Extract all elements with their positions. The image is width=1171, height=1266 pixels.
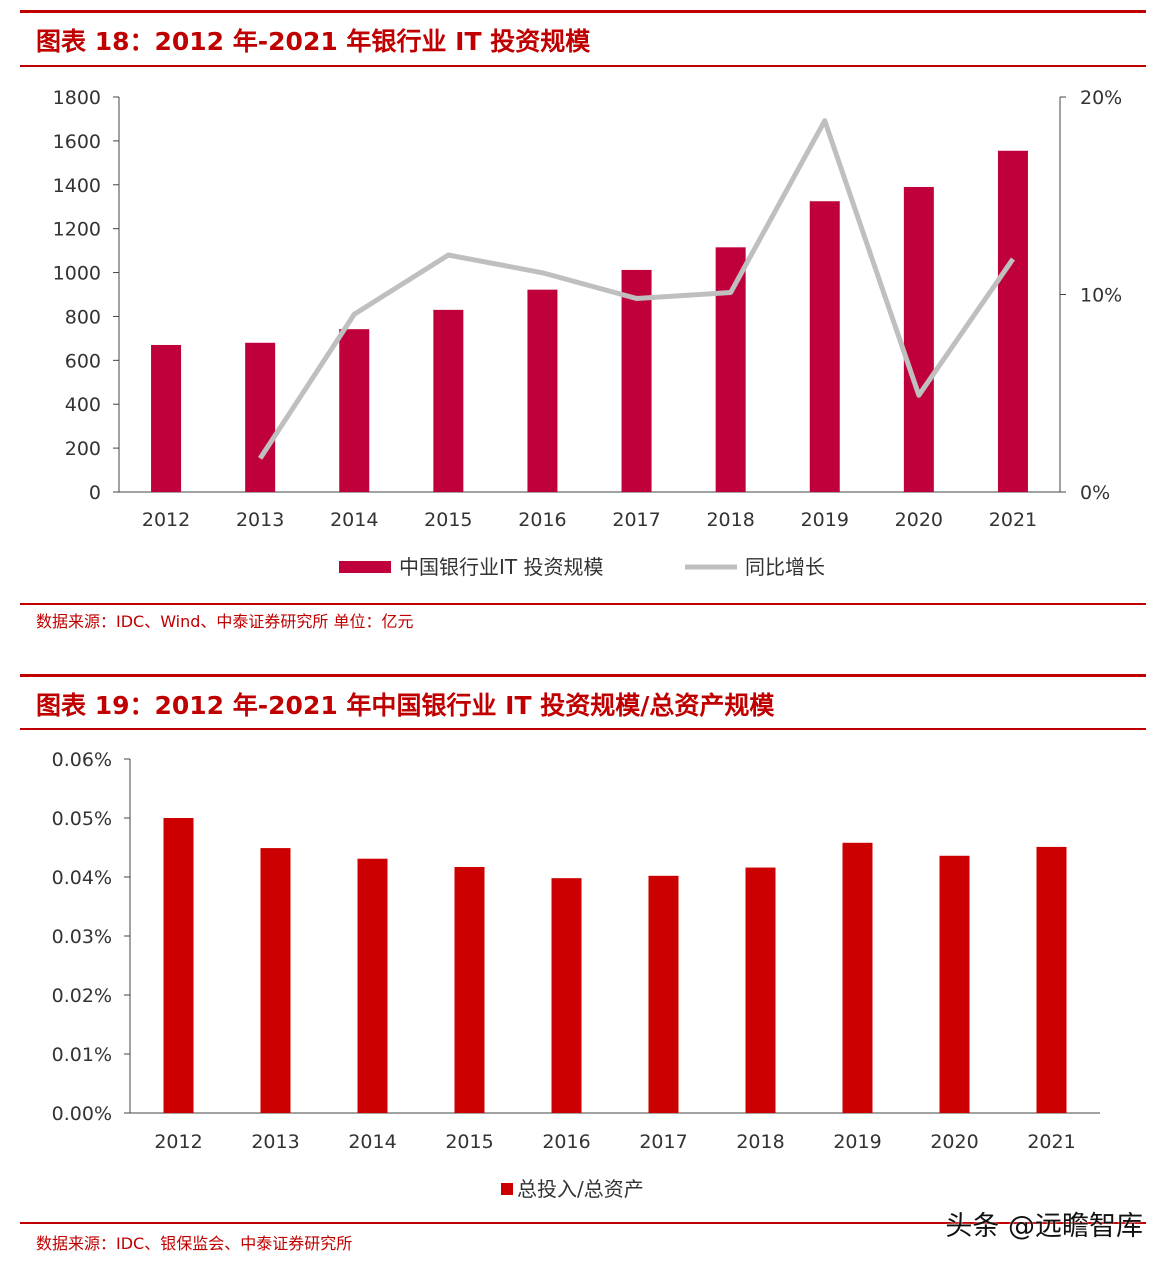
x-tick-label: 2014 bbox=[348, 1131, 396, 1153]
x-tick-label: 2017 bbox=[612, 509, 660, 531]
legend-bar-swatch bbox=[339, 561, 391, 573]
bar-2013 bbox=[260, 848, 291, 1113]
figure2-bottom-rule bbox=[20, 1222, 1146, 1224]
x-tick-label: 2015 bbox=[424, 509, 472, 531]
chart1: 0 200 400 600 800 1000 1200 1400 1600 1800 0% 10% 20… bbox=[53, 87, 1123, 579]
x-tick-label: 2018 bbox=[736, 1131, 784, 1153]
bar-2017 bbox=[648, 875, 679, 1113]
bar-2012 bbox=[151, 344, 182, 492]
x-tick-label: 2014 bbox=[330, 509, 378, 531]
y-tick-label: 400 bbox=[65, 394, 101, 416]
growth-line bbox=[258, 118, 1016, 460]
y-tick-label: 0.02% bbox=[52, 985, 112, 1007]
y-tick-label: 200 bbox=[65, 438, 101, 460]
figure2-title: 图表 19：2012 年-2021 年中国银行业 IT 投资规模/总资产规模 bbox=[36, 691, 775, 720]
figure1-title: 图表 18：2012 年-2021 年银行业 IT 投资规模 bbox=[36, 27, 591, 56]
figure1-top-rule bbox=[20, 10, 1146, 13]
y-tick-label: 0.05% bbox=[52, 808, 112, 830]
figure2-top-rule bbox=[20, 674, 1146, 677]
y-tick-label: 0.04% bbox=[52, 867, 112, 889]
figure1-bottom-rule bbox=[20, 603, 1146, 605]
x-tick-label: 2013 bbox=[251, 1131, 299, 1153]
bar-2019 bbox=[842, 842, 873, 1113]
bar-2015 bbox=[454, 866, 485, 1113]
y-tick-label: 0.03% bbox=[52, 926, 112, 948]
legend-swatch bbox=[501, 1183, 513, 1195]
x-tick-label: 2018 bbox=[706, 509, 754, 531]
figure2-title-rule bbox=[20, 728, 1146, 730]
bar-2012 bbox=[163, 818, 194, 1113]
y-tick-label: 800 bbox=[65, 306, 101, 328]
bar-2021 bbox=[997, 150, 1028, 492]
x-tick-label: 2015 bbox=[445, 1131, 493, 1153]
y-tick-label: 0.00% bbox=[52, 1103, 112, 1125]
bar-2021 bbox=[1036, 846, 1067, 1113]
bar-2020 bbox=[939, 855, 970, 1113]
bar-2016 bbox=[551, 878, 582, 1113]
bar-2014 bbox=[339, 329, 370, 492]
x-tick-label: 2021 bbox=[989, 509, 1037, 531]
bar-2013 bbox=[245, 342, 276, 492]
y-tick-label: 0.01% bbox=[52, 1044, 112, 1066]
chart2: 0.00% 0.01% 0.02% 0.03% 0.04% 0.05% 0.06% 2012 2… bbox=[52, 749, 1100, 1201]
y-tick-label: 600 bbox=[65, 350, 101, 372]
y-tick-label: 0.06% bbox=[52, 749, 112, 771]
bar-2018 bbox=[715, 247, 746, 492]
bar-2020 bbox=[903, 186, 934, 492]
x-tick-label: 2012 bbox=[142, 509, 190, 531]
x-tick-label: 2013 bbox=[236, 509, 284, 531]
y-tick-label: 1000 bbox=[53, 263, 101, 285]
bar-2014 bbox=[357, 858, 388, 1113]
y-tick-label: 1400 bbox=[53, 175, 101, 197]
y-tick-label: 1800 bbox=[53, 87, 101, 109]
x-tick-label: 2016 bbox=[518, 509, 566, 531]
x-tick-label: 2020 bbox=[895, 509, 943, 531]
x-tick-label: 2020 bbox=[930, 1131, 978, 1153]
y2-tick-label: 0% bbox=[1080, 482, 1110, 504]
y-tick-label: 0 bbox=[89, 482, 101, 504]
x-tick-label: 2016 bbox=[542, 1131, 590, 1153]
legend-bar-label: 中国银行业IT 投资规模 bbox=[399, 555, 603, 579]
legend-label: 总投入/总资产 bbox=[517, 1177, 644, 1201]
x-tick-label: 2012 bbox=[154, 1131, 202, 1153]
figure2-source: 数据来源：IDC、银保监会、中泰证券研究所 bbox=[36, 1234, 353, 1253]
figure1-title-rule bbox=[20, 65, 1146, 67]
y2-tick-label: 20% bbox=[1080, 87, 1122, 109]
legend-line-label: 同比增长 bbox=[745, 555, 825, 579]
bar-2019 bbox=[809, 201, 840, 492]
bar-2015 bbox=[433, 309, 464, 492]
watermark: 头条 @远瞻智库 bbox=[945, 1211, 1143, 1242]
x-tick-label: 2021 bbox=[1027, 1131, 1075, 1153]
x-tick-label: 2017 bbox=[639, 1131, 687, 1153]
y-tick-label: 1600 bbox=[53, 131, 101, 153]
bar-2017 bbox=[621, 269, 652, 492]
y2-tick-label: 10% bbox=[1080, 285, 1122, 307]
bar-2018 bbox=[745, 867, 776, 1113]
x-tick-label: 2019 bbox=[833, 1131, 881, 1153]
bar-2016 bbox=[527, 289, 558, 492]
x-tick-label: 2019 bbox=[801, 509, 849, 531]
figure1-source: 数据来源：IDC、Wind、中泰证券研究所 单位：亿元 bbox=[36, 612, 414, 631]
y-tick-label: 1200 bbox=[53, 219, 101, 241]
